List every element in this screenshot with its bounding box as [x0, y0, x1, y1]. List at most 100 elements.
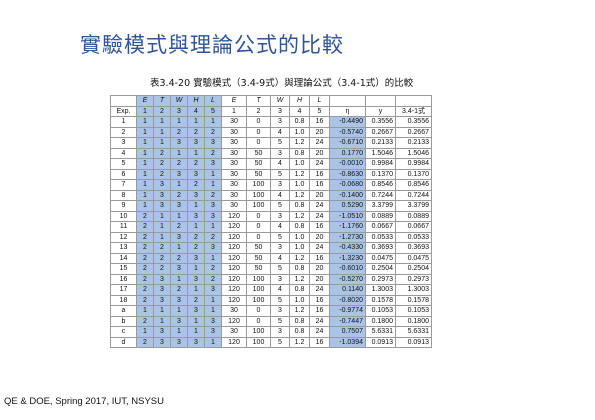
table-cell: 120	[221, 231, 247, 243]
table-cell: 5.6331	[395, 326, 432, 338]
table-cell: 2	[187, 158, 205, 170]
table-cell: 0.8	[289, 284, 310, 296]
header-cell	[395, 95, 432, 107]
table-cell: 3	[187, 336, 205, 348]
table-cell: 3.3799	[365, 200, 396, 212]
table-cell: 3	[187, 273, 205, 285]
table-cell: 0.8546	[395, 179, 432, 191]
header-cell: η	[329, 105, 366, 117]
table-cell: 0.1053	[365, 305, 396, 317]
table-cell: 120	[221, 315, 247, 327]
table-cell: 0.0533	[395, 231, 432, 243]
table-cell: 2	[204, 273, 222, 285]
table-cell: 1	[136, 168, 154, 180]
table-cell: 3	[153, 284, 171, 296]
table-cell: 2	[170, 221, 188, 233]
table-cell: 2	[136, 252, 154, 264]
table-cell: 2	[136, 315, 154, 327]
header-cell: 5	[309, 105, 330, 117]
table-cell: 1.2	[289, 336, 310, 348]
table-cell: 0	[246, 231, 271, 243]
header-cell: W	[170, 95, 188, 107]
table-cell: 2	[187, 242, 205, 254]
table-cell: 1.0	[289, 126, 310, 138]
table-cell: 1	[136, 305, 154, 317]
table-cell: 1	[204, 336, 222, 348]
slide-title: 實驗模式與理論公式的比較	[80, 33, 344, 57]
table-cell: 1.0	[289, 242, 310, 254]
table-cell: 1	[170, 273, 188, 285]
table-cell: 3	[170, 336, 188, 348]
table-cell: 3	[204, 210, 222, 222]
table-cell: 3	[153, 200, 171, 212]
table-cell: 1	[204, 252, 222, 264]
table-cell: 15	[110, 263, 137, 275]
table-cell: 1	[204, 179, 222, 191]
header-cell: E	[136, 95, 154, 107]
table-cell: 0.8	[289, 221, 310, 233]
table-row: c 1 3 1 1 3 30 100 3 0.8 24 0.7507 5.6331 5.6331	[110, 326, 432, 338]
table-cell: 120	[221, 336, 247, 348]
table-cell: 1.2	[289, 137, 310, 149]
table-cell: -0.4490	[329, 116, 366, 128]
table-cell: 5	[270, 200, 290, 212]
table-cell: 12	[110, 231, 137, 243]
table-cell: 10	[110, 210, 137, 222]
table-cell: d	[110, 336, 137, 348]
table-cell: 5	[270, 231, 290, 243]
table-cell: 3	[187, 305, 205, 317]
table-row: 14 2 2 2 3 1 120 50 4 1.2 16 -1.3230 0.0475 0.0475	[110, 252, 432, 264]
table-cell: 20	[309, 263, 330, 275]
table-cell: 24	[309, 200, 330, 212]
table-cell: 0.0667	[365, 221, 396, 233]
table-cell: 0.8	[289, 116, 310, 128]
table-cell: 2	[187, 126, 205, 138]
table-cell: 2	[153, 263, 171, 275]
table-cell: 16	[309, 252, 330, 264]
header-cell: 4	[289, 105, 310, 117]
table-cell: 2	[187, 294, 205, 306]
table-cell: 2	[153, 147, 171, 159]
table-cell: 3	[270, 273, 290, 285]
header-cell: Exp.	[110, 105, 137, 117]
table-cell: 0.5290	[329, 200, 366, 212]
table-cell: 1	[187, 200, 205, 212]
table-cell: 1	[153, 137, 171, 149]
table-cell: 2	[204, 189, 222, 201]
table-cell: 2	[136, 242, 154, 254]
table-cell: 1	[170, 147, 188, 159]
table-cell: 3	[187, 252, 205, 264]
table-cell: 1.0	[289, 294, 310, 306]
table-cell: 120	[221, 252, 247, 264]
table-cell: 0.8	[289, 315, 310, 327]
table-cell: 2	[170, 284, 188, 296]
table-cell: 1	[136, 200, 154, 212]
header-cell: T	[153, 95, 171, 107]
table-cell: 5	[270, 263, 290, 275]
table-cell: 3	[270, 116, 290, 128]
header-cell: 2	[246, 105, 271, 117]
table-cell: 2	[136, 273, 154, 285]
table-cell: -1.0394	[329, 336, 366, 348]
table-cell: 3	[110, 137, 137, 149]
table-row: 1 1 1 1 1 1 30 0 3 0.8 16 -0.4490 0.3556 0.3556	[110, 116, 432, 128]
table-cell: -1.1760	[329, 221, 366, 233]
table-cell: 120	[221, 242, 247, 254]
table-row: 13 2 2 1 2 3 120 50 3 1.0 24 -0.4330 0.3693 0.3693	[110, 242, 432, 254]
table-row: b 2 1 3 1 3 120 0 5 0.8 24 -0.7447 0.1800 0.1800	[110, 315, 432, 327]
table-cell: 3	[153, 273, 171, 285]
table-cell: 1	[153, 315, 171, 327]
table-cell: 30	[221, 158, 247, 170]
table-cell: 8	[110, 189, 137, 201]
table-cell: 100	[246, 284, 271, 296]
table-cell: 1.2	[289, 252, 310, 264]
table-cell: 3	[204, 242, 222, 254]
table-cell: 30	[221, 137, 247, 149]
table-cell: 3	[170, 315, 188, 327]
table-cell: 30	[221, 126, 247, 138]
table-cell: 1	[170, 326, 188, 338]
table-cell: 0	[246, 210, 271, 222]
table-cell: 7	[110, 179, 137, 191]
table-cell: 1	[136, 147, 154, 159]
